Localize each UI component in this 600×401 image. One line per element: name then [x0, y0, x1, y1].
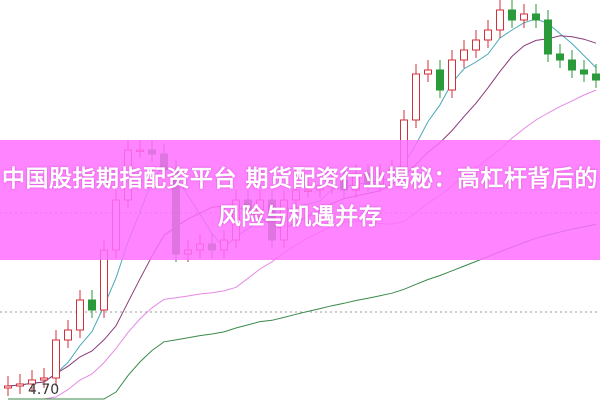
candle-body: [88, 299, 96, 311]
candle-body: [412, 73, 420, 121]
candle-body: [556, 53, 564, 61]
candle-body: [76, 299, 84, 331]
candle-body: [520, 13, 528, 21]
title-banner: [0, 140, 600, 260]
candle-body: [40, 377, 48, 381]
candle-body: [592, 73, 600, 81]
candle-body: [28, 379, 36, 385]
candle-body: [496, 9, 504, 31]
candle-body: [448, 59, 456, 91]
candle-body: [16, 383, 24, 387]
candle-body: [424, 69, 432, 75]
candle-body: [580, 69, 588, 75]
candle-body: [64, 329, 72, 341]
price-label-low: 4.70: [28, 382, 60, 398]
candle-body: [568, 59, 576, 71]
candle-body: [472, 39, 480, 51]
candle-body: [508, 9, 516, 21]
article-title: 中国股指期指配资平台 期货配资行业揭秘：高杠杆背后的风险与机遇并存: [1, 166, 598, 230]
candle-body: [52, 339, 60, 379]
candle-body: [436, 69, 444, 91]
candle-body: [544, 19, 552, 55]
candle-body: [4, 385, 12, 389]
candle-body: [484, 29, 492, 41]
candle-body: [532, 13, 540, 21]
candle-body: [460, 49, 468, 61]
